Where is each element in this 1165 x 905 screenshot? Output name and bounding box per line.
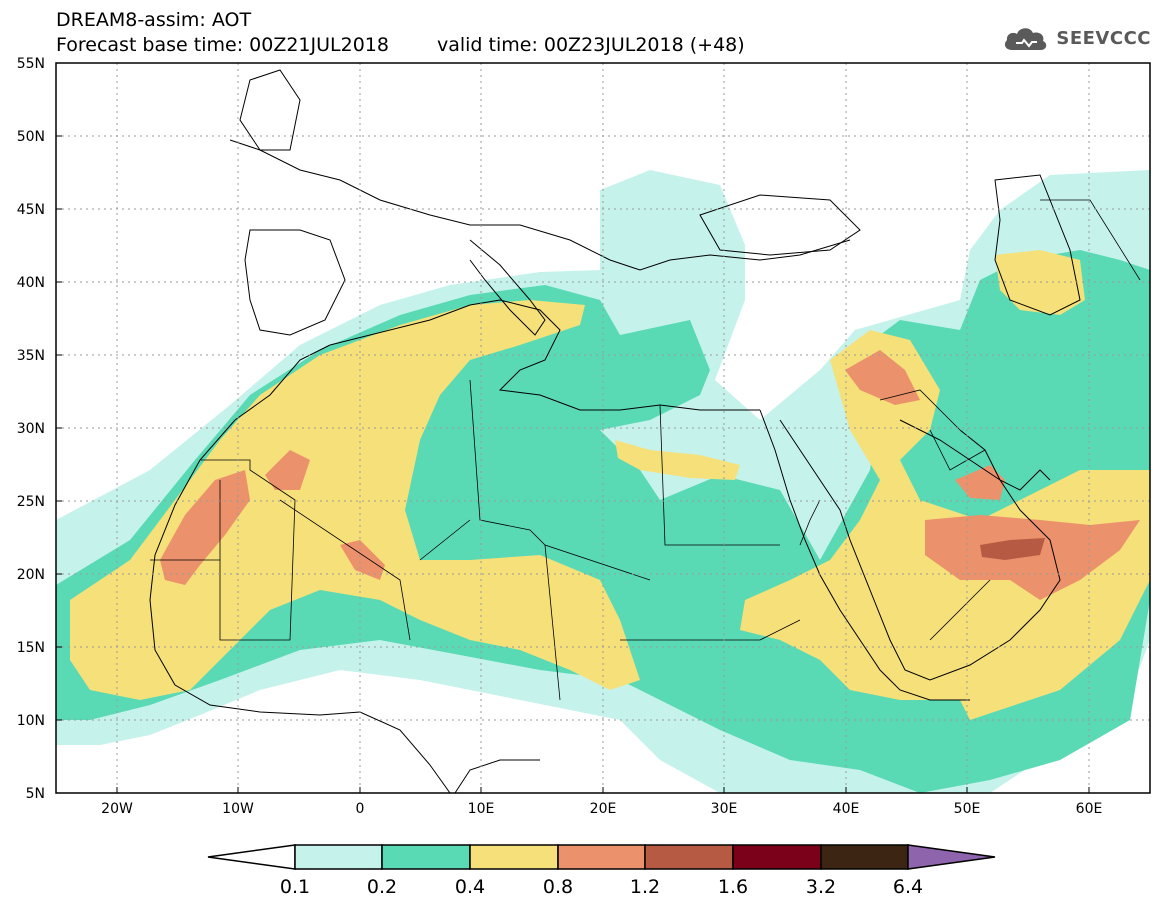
cloud-icon <box>1005 28 1047 50</box>
aot-region-high-arabia <box>925 515 1140 600</box>
coast-black-sea <box>699 194 861 256</box>
lat-label: 35N <box>17 348 45 364</box>
lon-label: 10E <box>468 801 495 817</box>
coast-italy <box>469 239 546 336</box>
colorbar-arrow-high <box>907 844 996 870</box>
map-title: DREAM8-assim: AOT <box>56 9 252 31</box>
colorbar-bin <box>381 844 471 870</box>
colorbar-bin <box>557 844 646 870</box>
lon-label: 40E <box>833 801 860 817</box>
coast-north-africa <box>329 299 760 411</box>
colorbar-labels: 0.1 0.2 0.4 0.8 1.2 1.6 3.2 6.4 <box>280 876 923 898</box>
lat-label: 10N <box>17 713 45 729</box>
lat-label: 45N <box>17 202 45 218</box>
lat-label: 25N <box>17 494 45 510</box>
time-info: Forecast base time: 00Z21JUL2018 valid ti… <box>56 34 745 56</box>
lat-labels: 5N 10N 15N 20N 25N 30N 35N 40N 45N 50N 5… <box>17 56 45 802</box>
valid-time-label: valid time: 00Z23JUL2018 (+48) <box>436 34 745 56</box>
lon-label: 0 <box>356 801 365 817</box>
country-borders <box>150 199 1141 701</box>
lon-label: 20W <box>101 801 133 817</box>
colorbar-label: 1.2 <box>630 876 660 898</box>
colorbar-arrow-low <box>207 844 296 870</box>
logo-text: SEEVCCC <box>1056 27 1151 49</box>
colorbar-bin <box>644 844 734 870</box>
coast-britain <box>239 69 301 151</box>
lat-label: 40N <box>17 275 45 291</box>
coast-west-africa <box>149 344 451 793</box>
aot-region-high-mauritania <box>160 470 250 585</box>
lat-label: 15N <box>17 640 45 656</box>
colorbar-label: 0.8 <box>543 876 573 898</box>
colorbar-bin <box>469 844 559 870</box>
colorbar-label: 3.2 <box>806 876 836 898</box>
lat-label: 50N <box>17 129 45 145</box>
aot-fields <box>56 170 1150 793</box>
coast-persian-gulf <box>899 419 1051 491</box>
y-ticks <box>56 62 62 794</box>
colorbar <box>207 844 996 870</box>
lat-label: 55N <box>17 56 45 72</box>
colorbar-bin <box>732 844 822 870</box>
lon-label: 10W <box>222 801 254 817</box>
aot-region-high-iraq <box>845 350 920 405</box>
colorbar-label: 6.4 <box>893 876 923 898</box>
lat-label: 5N <box>26 786 45 802</box>
coast-europe <box>229 139 851 271</box>
lon-label: 20E <box>590 801 617 817</box>
colorbar-bin <box>294 844 383 870</box>
coast-gulf-guinea <box>454 759 540 793</box>
colorbar-label: 0.1 <box>280 876 310 898</box>
coastlines <box>149 69 1081 793</box>
aot-region-high-gulf <box>955 465 1005 500</box>
coast-caspian <box>994 174 1081 316</box>
colorbar-label: 0.4 <box>455 876 485 898</box>
graticule <box>56 63 1150 793</box>
seevccc-logo: SEEVCCC <box>1002 24 1151 52</box>
lon-label: 50E <box>954 801 981 817</box>
base-time-label: Forecast base time: 00Z21JUL2018 <box>56 34 389 56</box>
coast-iberia <box>244 229 346 336</box>
lon-labels: 20W 10W 0 10E 20E 30E 40E 50E 60E <box>101 801 1102 817</box>
lat-label: 30N <box>17 421 45 437</box>
x-ticks <box>116 787 1090 793</box>
aot-region-moderate-sahara <box>615 440 740 480</box>
lon-label: 60E <box>1076 801 1103 817</box>
lat-label: 20N <box>17 567 45 583</box>
colorbar-label: 0.2 <box>367 876 397 898</box>
aot-region-very-high <box>980 538 1045 560</box>
colorbar-bin <box>820 844 909 870</box>
colorbar-label: 1.6 <box>718 876 748 898</box>
aot-region-high-algeria <box>265 450 310 490</box>
aot-region-high-mali <box>340 540 385 580</box>
aot-region-moderate-west <box>70 300 640 700</box>
coast-red-sea <box>759 409 970 701</box>
coast-arabia <box>779 419 1061 681</box>
lon-label: 30E <box>711 801 738 817</box>
